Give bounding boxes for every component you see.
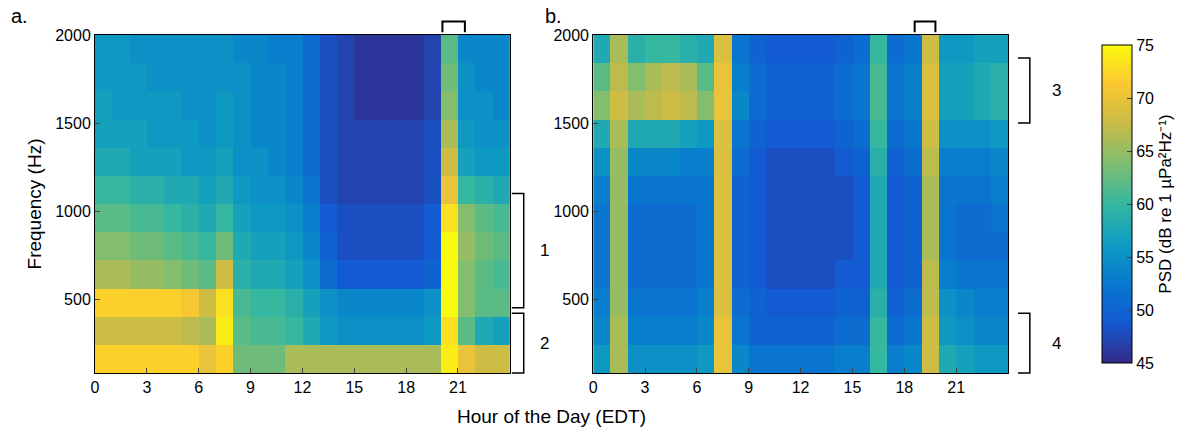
svg-text:21: 21	[449, 379, 467, 396]
svg-text:1: 1	[540, 241, 549, 260]
svg-text:9: 9	[744, 379, 753, 396]
svg-text:0: 0	[91, 379, 100, 396]
svg-text:1500: 1500	[553, 115, 589, 132]
svg-text:3: 3	[1052, 81, 1061, 100]
svg-text:1000: 1000	[55, 203, 91, 220]
svg-text:15: 15	[345, 379, 363, 396]
svg-text:50: 50	[1136, 302, 1154, 319]
svg-text:18: 18	[895, 379, 913, 396]
svg-text:500: 500	[64, 291, 91, 308]
svg-text:75: 75	[1136, 37, 1154, 54]
svg-text:12: 12	[294, 379, 312, 396]
svg-text:a.: a.	[11, 5, 28, 27]
svg-text:70: 70	[1136, 90, 1154, 107]
svg-text:500: 500	[562, 291, 589, 308]
svg-text:3: 3	[641, 379, 650, 396]
svg-text:12: 12	[792, 379, 810, 396]
svg-text:21: 21	[947, 379, 965, 396]
svg-text:55: 55	[1136, 249, 1154, 266]
svg-text:1000: 1000	[553, 203, 589, 220]
svg-text:Hour of the Day (EDT): Hour of the Day (EDT)	[457, 406, 646, 427]
svg-text:45: 45	[1136, 355, 1154, 372]
svg-text:65: 65	[1136, 143, 1154, 160]
svg-text:6: 6	[194, 379, 203, 396]
svg-text:1500: 1500	[55, 115, 91, 132]
svg-text:0: 0	[589, 379, 598, 396]
svg-text:4: 4	[1052, 334, 1061, 353]
svg-text:2000: 2000	[55, 27, 91, 44]
svg-text:9: 9	[246, 379, 255, 396]
svg-text:2: 2	[540, 334, 549, 353]
svg-text:PSD (dB re 1 µPa²Hz⁻¹): PSD (dB re 1 µPa²Hz⁻¹)	[1156, 114, 1175, 293]
svg-text:60: 60	[1136, 196, 1154, 213]
svg-text:2000: 2000	[553, 27, 589, 44]
svg-text:3: 3	[142, 379, 151, 396]
svg-text:15: 15	[844, 379, 862, 396]
svg-text:18: 18	[397, 379, 415, 396]
svg-text:b.: b.	[545, 5, 562, 27]
svg-text:Frequency (Hz): Frequency (Hz)	[24, 139, 45, 270]
svg-text:6: 6	[692, 379, 701, 396]
